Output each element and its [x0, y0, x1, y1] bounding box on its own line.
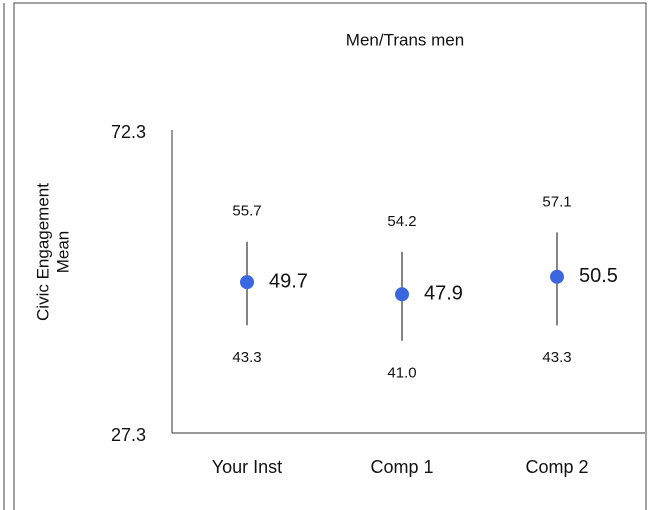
x-tick-label: Comp 1: [370, 457, 433, 477]
mean-point: [240, 275, 254, 290]
lower-label: 43.3: [542, 349, 571, 366]
x-tick-label: Comp 2: [525, 457, 588, 477]
upper-label: 55.7: [232, 203, 261, 220]
y-tick-label: 27.3: [111, 425, 146, 445]
chart-title: Men/Trans men: [346, 30, 464, 49]
mean-point: [395, 287, 409, 302]
y-axis-label: Civic Engagement: [33, 183, 52, 321]
upper-label: 57.1: [542, 193, 571, 210]
upper-label: 54.2: [387, 213, 416, 230]
y-axis-label: Mean: [53, 231, 72, 274]
value-label: 49.7: [269, 270, 308, 292]
mean-point: [550, 269, 564, 284]
lower-label: 43.3: [232, 349, 261, 366]
y-tick-label: 72.3: [111, 122, 146, 142]
lower-label: 41.0: [387, 365, 416, 382]
value-label: 50.5: [579, 265, 618, 287]
frame: [13, 2, 647, 510]
value-label: 47.9: [424, 283, 463, 305]
x-tick-label: Your Inst: [212, 457, 282, 477]
